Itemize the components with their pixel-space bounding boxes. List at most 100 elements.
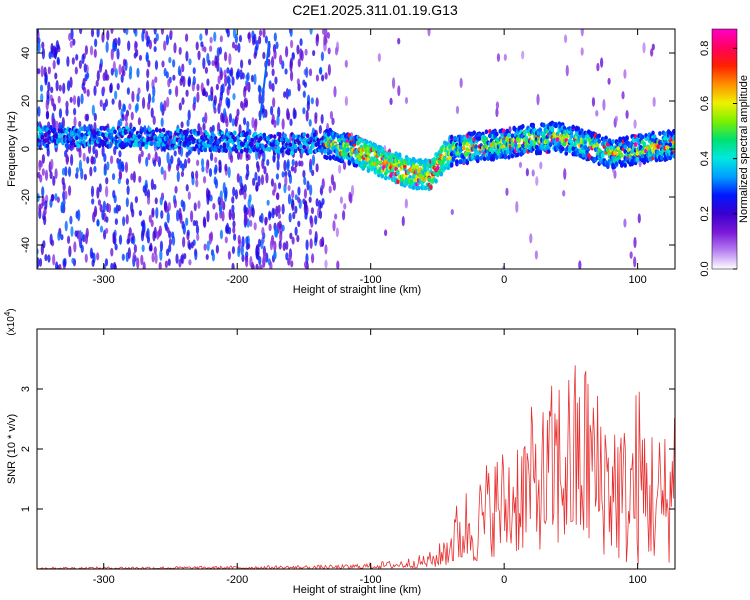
spectrogram-cell [231,196,235,204]
spectrogram-cell [297,220,301,227]
spectrogram-cell [118,234,123,245]
spectrogram-cell [262,29,266,38]
spectrogram-xtick-label: -100 [360,274,382,286]
spectrogram-cell [239,69,243,80]
spectrogram-band-cell [168,131,173,136]
spectrogram-cell [276,115,280,126]
spectrogram-band-cell [302,144,307,150]
snr-xlabel: Height of straight line (km) [293,584,421,596]
spectrogram-band-cell [562,141,567,147]
spectrogram-cell [66,56,70,67]
spectrogram-cell [69,96,73,103]
spectrogram-cell [595,110,599,117]
spectrogram-cell [150,107,154,119]
spectrogram-cell [320,51,325,62]
spectrogram-cell [245,236,249,246]
spectrogram-cell [247,198,251,209]
spectrogram-cell [236,151,241,161]
spectrogram-cell [79,29,83,35]
spectrogram-cell [219,35,223,43]
spectrogram-band-cell [597,133,601,139]
spectrogram-cell [104,98,109,108]
spectrogram-cell [124,161,129,173]
spectrogram-cell [86,156,90,164]
spectrogram-cell [308,228,312,236]
spectrogram-band-cell [495,131,499,137]
spectrogram-cell [97,199,102,206]
spectrogram-band-cell [118,127,123,133]
spectrogram-cell [183,253,187,260]
spectrogram-cell [275,173,280,180]
spectrogram-cell [133,244,137,254]
spectrogram-cell [89,45,94,56]
spectrogram-band-cell [224,148,228,153]
spectrogram-cell [308,119,312,127]
spectrogram-cell [164,221,168,229]
spectrogram-cell [140,254,144,266]
spectrogram-cell [234,44,238,51]
spectrogram-cell [196,91,200,103]
spectrogram-cell [404,198,408,209]
spectrogram-cell [132,251,136,262]
spectrogram-cell [289,70,294,82]
spectrogram-cell [341,210,346,221]
spectrogram-cell [266,159,270,166]
spectrogram-cell [277,106,281,118]
spectrogram-cell [121,163,125,172]
spectrogram-cell [272,152,276,163]
spectrogram-cell [195,170,199,180]
spectrogram-cell [150,219,154,228]
spectrogram-cell [60,234,64,241]
spectrogram-band-cell [633,142,638,147]
spectrogram-band-cell [137,134,142,140]
spectrogram-cell [206,78,210,86]
spectrogram-band-cell [635,150,640,156]
spectrogram-cell [105,185,109,198]
spectrogram-cell [156,155,160,163]
spectrogram-cell [319,238,323,248]
spectrogram-cell [225,118,229,128]
spectrogram-cell [138,210,142,217]
spectrogram-cell [633,119,637,129]
spectrogram-band-cell [328,149,333,155]
spectrogram-cell [274,227,278,238]
spectrogram-cell [185,217,189,226]
spectrogram-cell [315,33,320,42]
snr-ytick-label: 2 [20,446,32,452]
spectrogram-cell [150,178,154,191]
spectrogram-band-cell [416,185,421,191]
spectrogram-cell [260,239,264,250]
spectrogram-cell [273,32,277,42]
spectrogram-cell [306,180,310,191]
spectrogram-cell [580,29,584,37]
spectrogram-band-cell [108,143,112,149]
spectrogram-band-cell [45,143,50,149]
spectrogram-cell [240,59,244,69]
spectrogram-cell [309,238,313,250]
spectrogram-cell [152,159,157,167]
spectrogram-band-cell [510,133,515,139]
spectrogram-band-cell [132,126,136,132]
spectrogram-cell [314,230,318,243]
spectrogram-cell [531,169,535,177]
spectrogram-cell [110,262,114,269]
spectrogram-cell [122,58,127,67]
spectrogram-band-cell [245,131,249,137]
spectrogram-cell [237,42,241,53]
spectrogram-cell [303,188,308,199]
spectrogram-cell [121,253,125,261]
spectrogram-cell [180,171,185,178]
spectrogram-cell [283,91,287,98]
spectrogram-cell [74,230,78,238]
spectrogram-cell [124,113,128,122]
spectrogram-cell [327,47,331,55]
spectrogram-band-cell [448,155,452,161]
spectrogram-cell [120,73,124,83]
spectrogram-band-cell [595,142,600,148]
spectrogram-cell [258,85,262,94]
spectrogram-band-cell [305,133,310,139]
spectrogram-cell [197,50,201,61]
snr-ytick-label: 3 [20,386,32,392]
spectrogram-cell [136,92,140,103]
spectrogram-cell [111,98,115,105]
